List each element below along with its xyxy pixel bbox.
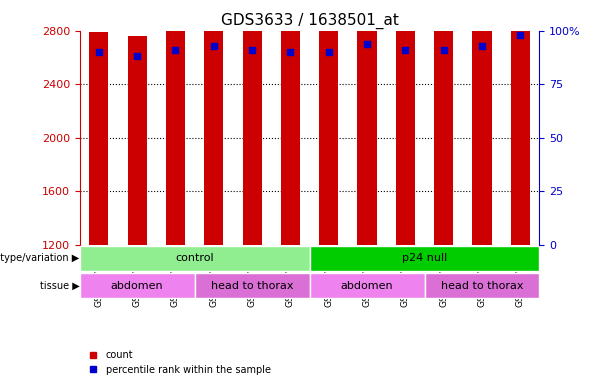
Bar <box>434 0 453 245</box>
Point <box>439 47 449 53</box>
Bar <box>89 32 109 245</box>
Point <box>286 49 295 55</box>
FancyBboxPatch shape <box>80 273 195 298</box>
Bar <box>204 0 223 245</box>
Bar <box>396 0 415 245</box>
Bar <box>319 0 338 245</box>
Point <box>477 43 487 49</box>
FancyBboxPatch shape <box>310 246 539 271</box>
FancyBboxPatch shape <box>195 273 310 298</box>
Bar <box>166 0 185 245</box>
Title: GDS3633 / 1638501_at: GDS3633 / 1638501_at <box>221 13 398 29</box>
Point <box>516 32 525 38</box>
FancyBboxPatch shape <box>424 273 539 298</box>
Text: abdomen: abdomen <box>111 281 164 291</box>
Text: head to thorax: head to thorax <box>441 281 524 291</box>
Bar <box>281 0 300 245</box>
Point <box>170 47 180 53</box>
Text: p24 null: p24 null <box>402 253 447 263</box>
Bar <box>128 36 147 245</box>
Bar <box>243 0 262 245</box>
Point <box>209 43 219 49</box>
Point <box>247 47 257 53</box>
FancyBboxPatch shape <box>310 273 424 298</box>
Point <box>362 40 372 46</box>
Point <box>400 47 410 53</box>
Text: head to thorax: head to thorax <box>211 281 294 291</box>
FancyBboxPatch shape <box>80 246 310 271</box>
Text: tissue ▶: tissue ▶ <box>40 281 80 291</box>
Bar <box>473 0 492 245</box>
Point <box>94 49 104 55</box>
Point <box>324 49 333 55</box>
Bar <box>357 0 376 245</box>
Text: genotype/variation ▶: genotype/variation ▶ <box>0 253 80 263</box>
Bar <box>511 0 530 245</box>
Point <box>132 53 142 60</box>
Text: abdomen: abdomen <box>341 281 394 291</box>
Legend: count, percentile rank within the sample: count, percentile rank within the sample <box>85 346 275 379</box>
Text: control: control <box>175 253 214 263</box>
